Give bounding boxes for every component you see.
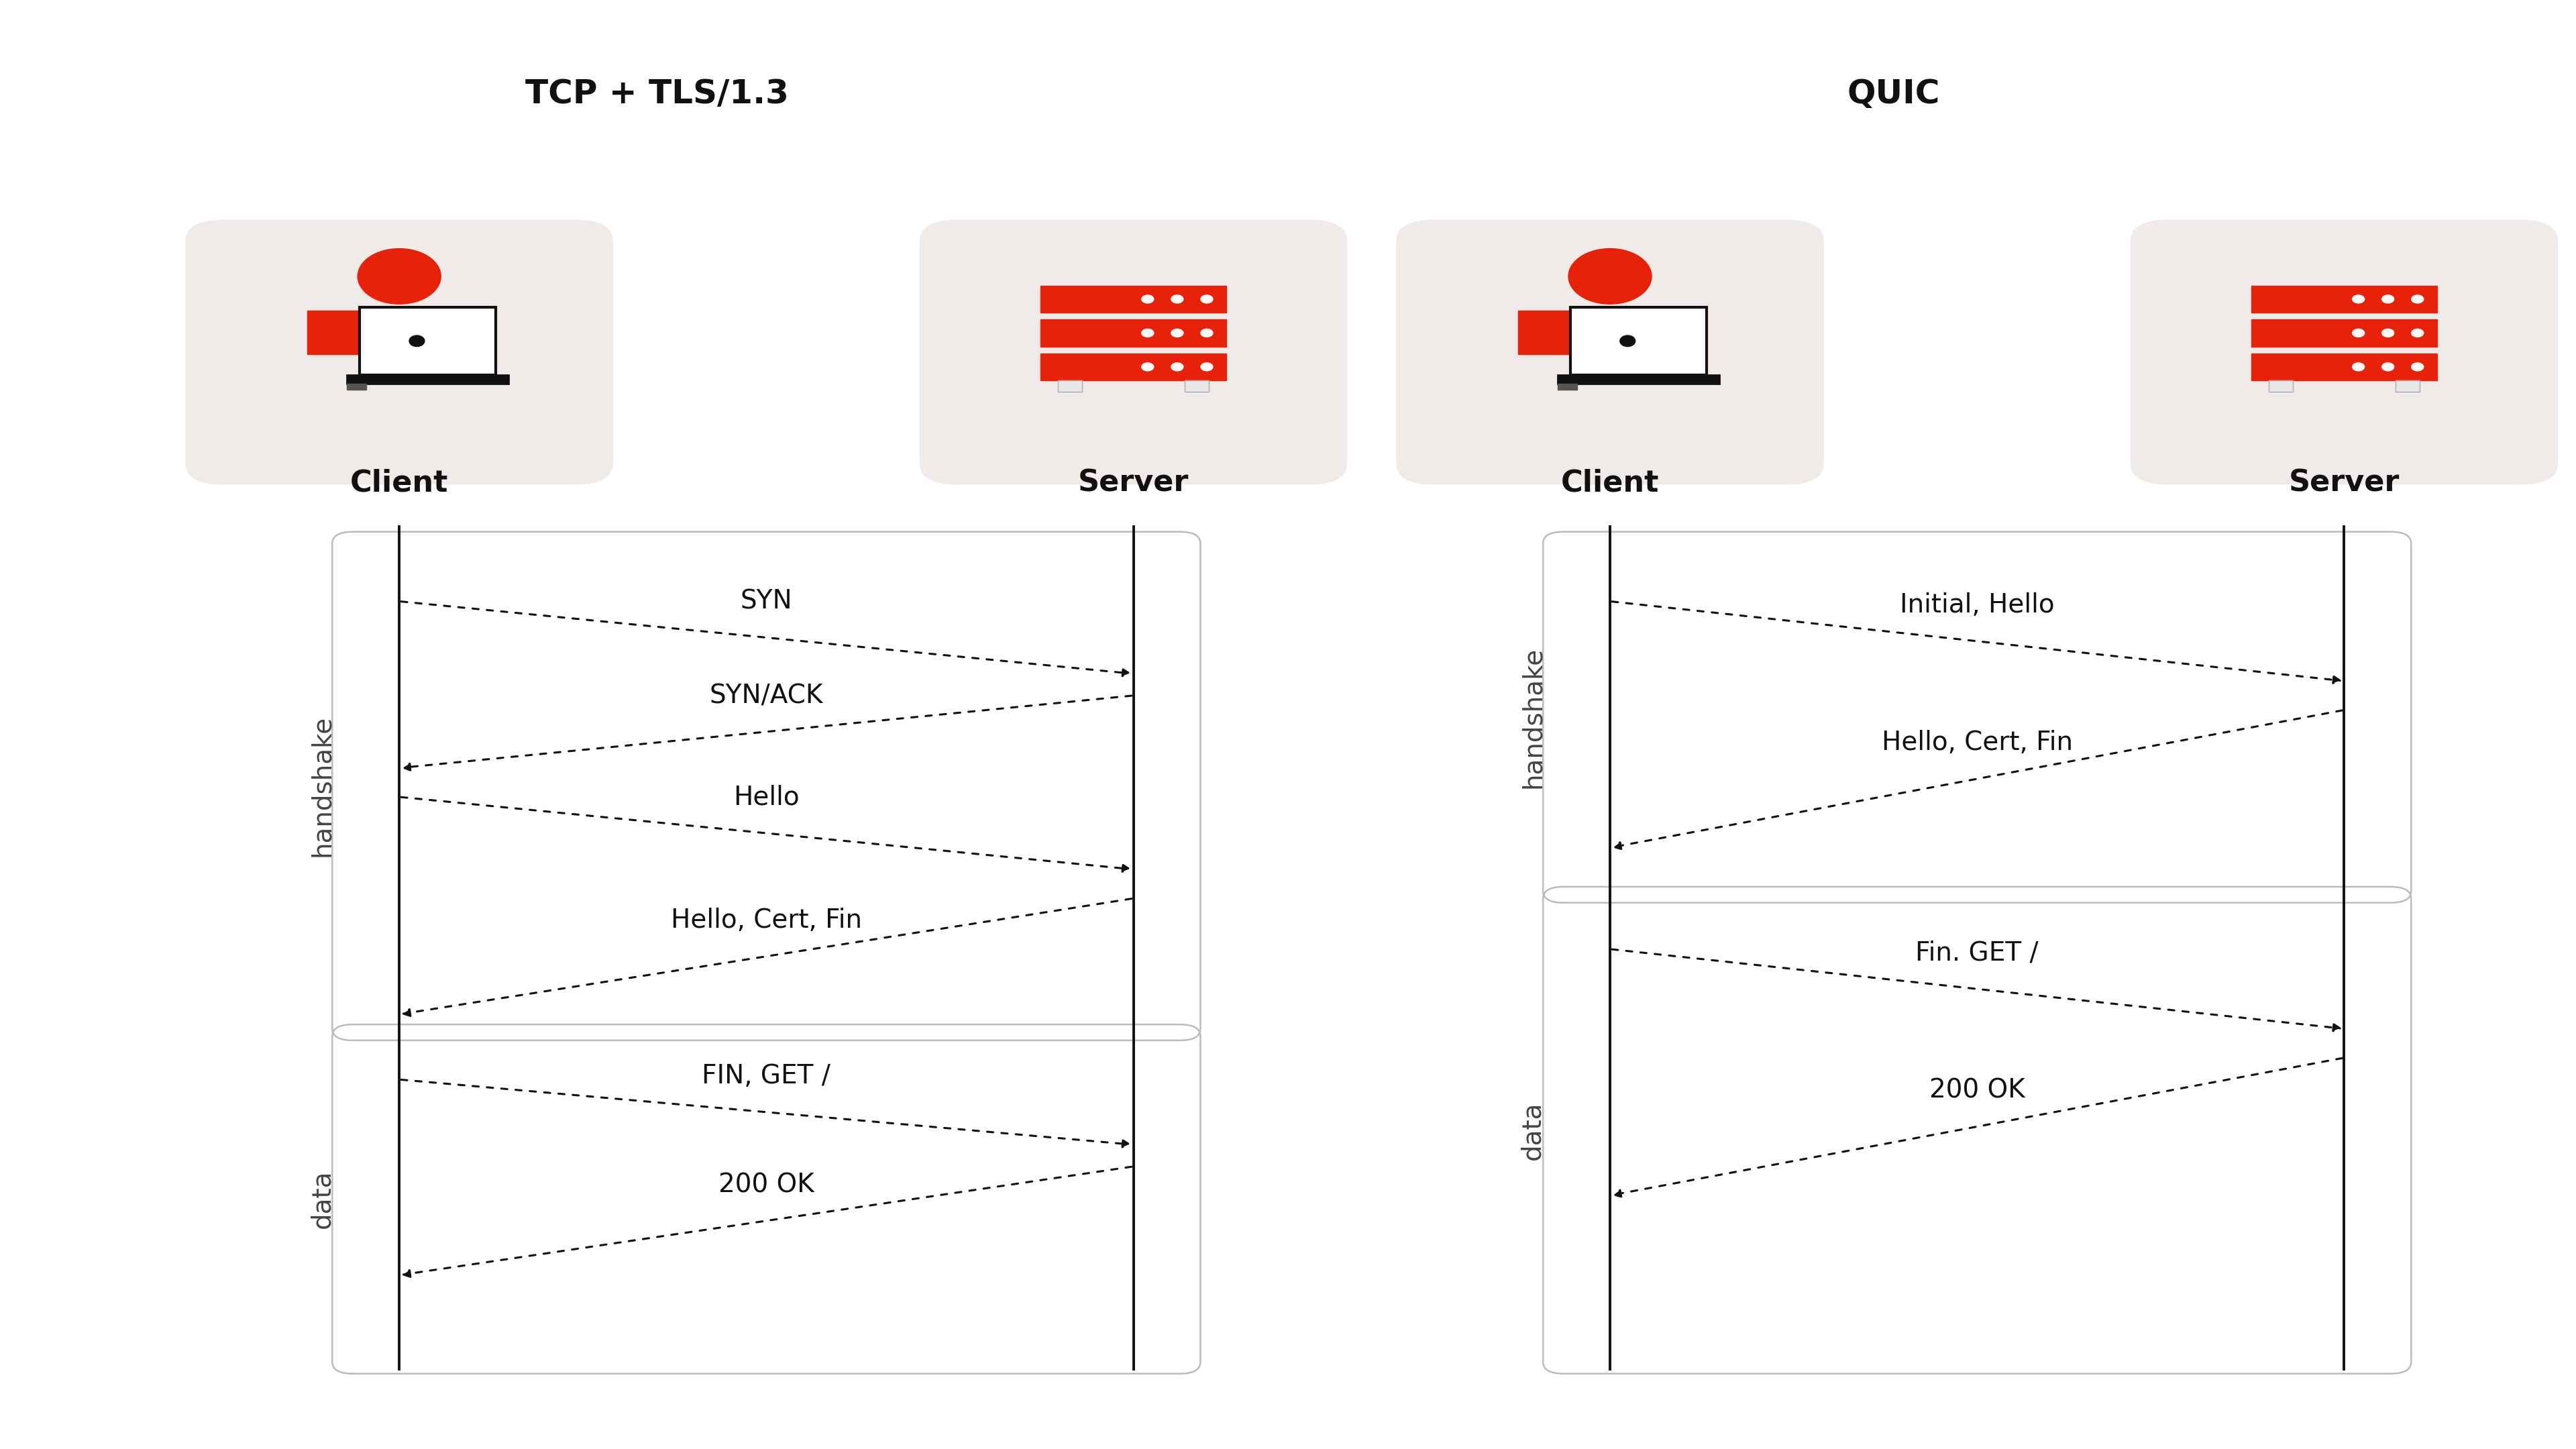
Text: FIN, GET /: FIN, GET / (703, 1064, 829, 1090)
Bar (1041, 354, 1226, 381)
FancyBboxPatch shape (920, 220, 1347, 485)
Text: Server: Server (2287, 468, 2401, 497)
Text: handshake: handshake (1520, 646, 1546, 788)
Text: Hello, Cert, Fin: Hello, Cert, Fin (1880, 730, 2074, 755)
Ellipse shape (410, 335, 425, 346)
Ellipse shape (1569, 249, 1651, 304)
Ellipse shape (2352, 362, 2365, 371)
Ellipse shape (1141, 329, 1154, 338)
FancyBboxPatch shape (185, 220, 613, 485)
Bar (1059, 381, 1082, 391)
Text: handshake: handshake (309, 716, 335, 856)
Bar (348, 384, 366, 390)
Ellipse shape (1620, 335, 1636, 346)
Text: Server: Server (1077, 468, 1190, 497)
Text: Client: Client (350, 468, 448, 497)
Ellipse shape (1172, 362, 1182, 371)
Text: Client: Client (1561, 468, 1659, 497)
Bar (2251, 285, 2437, 313)
Ellipse shape (1200, 329, 1213, 338)
Bar (2251, 354, 2437, 381)
Polygon shape (1517, 312, 1628, 354)
Bar (2396, 381, 2419, 391)
Bar (2396, 381, 2419, 391)
Polygon shape (307, 312, 417, 354)
Text: 200 OK: 200 OK (719, 1172, 814, 1197)
Bar (348, 375, 510, 384)
Bar (1041, 319, 1226, 346)
Ellipse shape (2411, 296, 2424, 303)
Ellipse shape (1172, 329, 1182, 338)
Ellipse shape (2411, 362, 2424, 371)
Bar (1059, 381, 1082, 391)
Ellipse shape (2352, 329, 2365, 338)
Bar (1185, 381, 1208, 391)
Ellipse shape (2383, 362, 2393, 371)
Ellipse shape (2383, 329, 2393, 338)
Text: 200 OK: 200 OK (1929, 1078, 2025, 1104)
Text: Hello, Cert, Fin: Hello, Cert, Fin (670, 907, 863, 933)
Bar (1558, 375, 1721, 384)
Ellipse shape (1141, 296, 1154, 303)
FancyBboxPatch shape (2130, 220, 2558, 485)
FancyBboxPatch shape (361, 307, 495, 375)
Text: SYN/ACK: SYN/ACK (708, 682, 824, 709)
Bar (1185, 381, 1208, 391)
Text: SYN: SYN (739, 588, 793, 614)
Text: Hello: Hello (734, 784, 799, 810)
Ellipse shape (1172, 296, 1182, 303)
Bar (1558, 384, 1577, 390)
Ellipse shape (1200, 362, 1213, 371)
Text: QUIC: QUIC (1847, 78, 1940, 110)
Bar (1041, 285, 1226, 313)
Bar (2251, 319, 2437, 346)
Text: data: data (1520, 1101, 1546, 1159)
Ellipse shape (2383, 296, 2393, 303)
Ellipse shape (1200, 296, 1213, 303)
Text: Fin. GET /: Fin. GET / (1917, 940, 2038, 965)
Bar (2269, 381, 2293, 391)
Ellipse shape (2411, 329, 2424, 338)
Text: data: data (309, 1169, 335, 1229)
Ellipse shape (2352, 296, 2365, 303)
Ellipse shape (1141, 362, 1154, 371)
FancyBboxPatch shape (1396, 220, 1824, 485)
Bar (2269, 381, 2293, 391)
Text: Initial, Hello: Initial, Hello (1899, 593, 2056, 617)
Ellipse shape (358, 249, 440, 304)
FancyBboxPatch shape (1571, 307, 1705, 375)
Text: TCP + TLS/1.3: TCP + TLS/1.3 (526, 78, 788, 110)
